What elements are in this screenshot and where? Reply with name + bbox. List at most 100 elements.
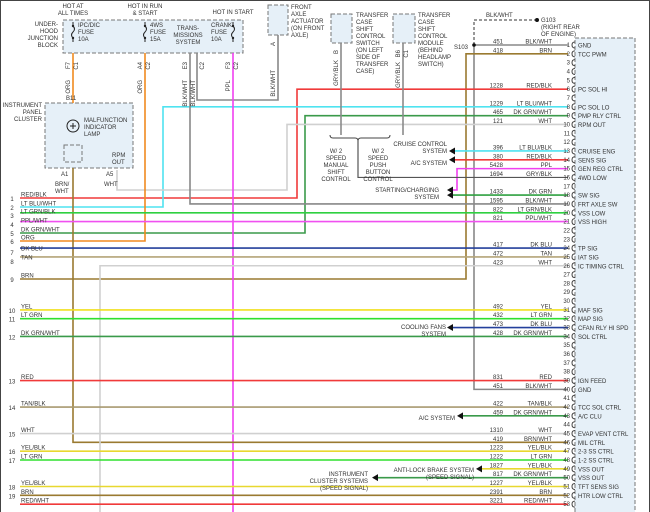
abs-destination: ANTI-LOCK BRAKE SYSTEM (SPEED SIGNAL) xyxy=(394,468,474,481)
pin-terminal-icon xyxy=(571,483,576,490)
pin-number: 31 xyxy=(563,308,570,314)
pin-terminal-icon xyxy=(571,94,576,102)
circuit-number: 1827 xyxy=(490,463,504,469)
circuit-number: 821 xyxy=(493,216,504,222)
left-wire-color-label: RED xyxy=(21,375,34,381)
wire-color-label: TAN xyxy=(540,251,552,257)
pin-terminal-icon xyxy=(571,306,576,314)
pin-terminal-icon xyxy=(571,129,576,137)
wire-418 xyxy=(20,53,568,280)
pin-terminal-icon xyxy=(571,297,576,305)
pin-function-label: EVAP VENT CTRL xyxy=(578,432,629,438)
circuit-number: 417 xyxy=(493,243,504,249)
transfer-module-wire-color: GRY/BLK xyxy=(396,62,402,88)
fuse-wire-color: ORG xyxy=(138,80,144,94)
pin-number: 1 xyxy=(567,43,571,49)
pin-terminal-icon xyxy=(571,262,576,270)
circuit-number: 121 xyxy=(493,119,504,125)
pin-function-label: A/C CLU xyxy=(578,414,602,420)
circuit-number: 831 xyxy=(493,375,504,381)
fuse-wire-color: PPL xyxy=(226,79,232,91)
pin-function-label: GND xyxy=(578,44,592,50)
pin-number: 52 xyxy=(563,493,570,499)
left-wire-number: 17 xyxy=(9,459,16,465)
starting-arrow-2-icon xyxy=(447,191,453,199)
pin-terminal-icon xyxy=(571,85,576,93)
wire-419 xyxy=(72,168,568,444)
pin-function-label: 2-3 SS CTRL xyxy=(578,450,614,456)
circuit-number: 451 xyxy=(493,384,504,390)
ground-wire-dashed xyxy=(473,19,535,45)
transfer-module-label: TRANSFER CASE SHIFT CONTROL MODULE (BEHIND HEA… xyxy=(418,13,451,68)
circuit-number: 1227 xyxy=(490,481,504,487)
transmission-system-label: TRANS-MISSIONS SYSTEM xyxy=(173,26,202,46)
starting-charging-destination: STARTING/CHARGING SYSTEM xyxy=(375,188,439,201)
cluster-terminal-b11: B11 xyxy=(66,96,77,102)
pin-terminal-icon xyxy=(571,385,576,393)
front-axle-actuator xyxy=(267,4,289,36)
transfer-module-terminal: B6 xyxy=(396,49,402,57)
left-wire-color-label: LT BLU/WHT xyxy=(21,202,56,208)
pin-terminal-icon xyxy=(571,67,576,75)
wire-color-label: BRN xyxy=(539,48,552,54)
transfer-case-switch xyxy=(330,13,353,44)
pin-number: 25 xyxy=(563,255,570,261)
pin-function-label: HTR LOW CTRL xyxy=(578,494,624,500)
pin-terminal-icon xyxy=(571,359,576,367)
crank-fuse-icon xyxy=(231,22,235,42)
wire-color-label: LT GRN xyxy=(531,313,552,319)
4ws-fuse-icon xyxy=(143,22,147,42)
left-wire-color-label: BRN xyxy=(21,274,34,280)
pin-number: 24 xyxy=(563,246,570,252)
pin-terminal-icon xyxy=(571,235,576,243)
pin-number: 40 xyxy=(563,387,570,393)
pin-function-label: VSS OUT xyxy=(578,476,605,482)
trans-connector: C2 xyxy=(200,61,206,69)
transfer-switch-terminal: B xyxy=(334,50,340,54)
pin-function-label: SENS SIG xyxy=(578,158,607,164)
pin-number: 2 xyxy=(567,52,571,58)
pin-number: 14 xyxy=(563,158,570,164)
left-wire-color-label: LT GRN xyxy=(21,313,42,319)
circuit-number: 396 xyxy=(493,145,504,151)
pin-function-label: RPM OUT xyxy=(578,123,606,129)
fuse-connector: C2 xyxy=(146,61,152,69)
circuit-number: 422 xyxy=(493,402,504,408)
fuse-label: IPC/DIC FUSE 10A xyxy=(78,23,101,43)
left-wire-number: 14 xyxy=(9,406,16,412)
left-wire-number: 9 xyxy=(10,278,14,284)
pin-number: 42 xyxy=(563,405,570,411)
pin-terminal-icon xyxy=(571,430,576,438)
pin-function-label: PMP RLY CTRL xyxy=(578,114,622,120)
circuit-number: 451 xyxy=(493,40,504,46)
pin-number: 38 xyxy=(563,370,570,376)
pin-terminal-icon xyxy=(571,191,576,199)
pin-number: 6 xyxy=(567,87,571,93)
fuse-terminal: A4 xyxy=(138,61,144,69)
wire-color-label: GRY/BLK xyxy=(526,172,552,178)
pin-number: 19 xyxy=(563,202,570,208)
pin-terminal-icon xyxy=(571,165,576,173)
pin-number: 51 xyxy=(563,485,570,491)
pin-terminal-icon xyxy=(571,209,576,217)
wire-color-label: BLK/WHT xyxy=(525,40,552,46)
pin-function-label: IC TIMING CTRL xyxy=(578,264,625,270)
transfer-switch-label: TRANSFER CASE SHIFT CONTROL SWITCH (ON LEFT SI… xyxy=(356,13,389,75)
left-wire-number: 4 xyxy=(10,223,14,229)
left-wire-number: 6 xyxy=(10,240,14,246)
underhood-junction-block xyxy=(62,19,244,54)
pin-number: 13 xyxy=(563,149,570,155)
pin-number: 21 xyxy=(563,220,570,226)
pin-function-label: VSS HIGH xyxy=(578,220,607,226)
pin-terminal-icon xyxy=(571,350,576,358)
left-wire-color-label: YEL/BLK xyxy=(21,481,45,487)
pin-number: 26 xyxy=(563,264,570,270)
transfer-case-module xyxy=(392,13,416,44)
left-wire-color-label: LT GRN/BLK xyxy=(21,210,55,216)
circuit-number: 822 xyxy=(493,207,504,213)
wire-color-label: PPL/WHT xyxy=(525,216,552,222)
pin-function-label: IAT SIG xyxy=(578,255,599,261)
malfunction-lamp-label: MALFUNCTION INDICATOR LAMP xyxy=(84,118,127,138)
wire-465 xyxy=(20,114,568,234)
